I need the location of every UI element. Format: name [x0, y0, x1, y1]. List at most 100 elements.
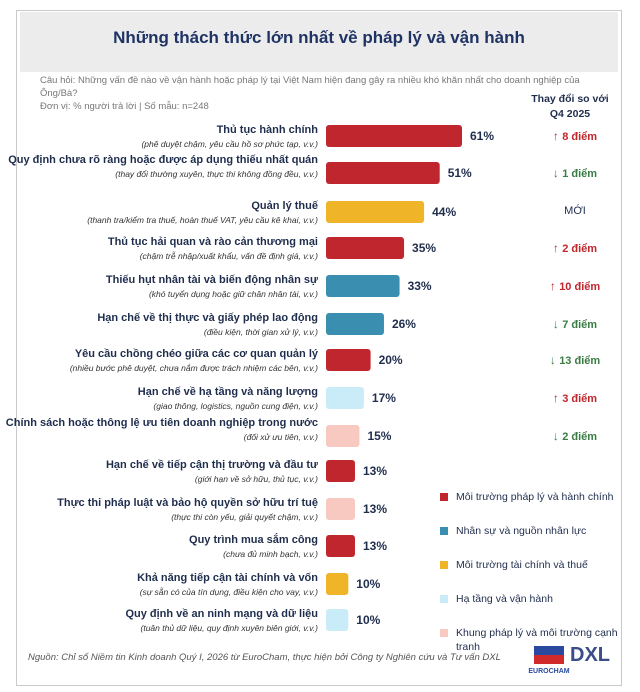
change-indicator: ↑ 2 điểm	[525, 241, 625, 255]
bar	[326, 349, 371, 371]
bar	[326, 609, 349, 631]
bar-value-label: 26%	[392, 317, 416, 331]
legend-swatch	[440, 527, 448, 535]
dxl-logo: DXL	[570, 644, 610, 666]
bar	[326, 387, 364, 409]
legend-item: Nhân sự và nguồn nhân lực	[440, 524, 620, 538]
arrow-down-icon: ↓	[549, 353, 560, 367]
category-subtitle: (thực thi còn yếu, giải quyết chậm, v.v.…	[171, 512, 318, 522]
bar	[326, 535, 355, 557]
category-title: Quản lý thuế	[251, 200, 318, 212]
category-subtitle: (tuân thủ dữ liệu, quy định xuyên biên g…	[140, 623, 318, 633]
category-subtitle: (khó tuyển dụng hoặc giữ chân nhân tài, …	[148, 289, 318, 299]
bar	[326, 162, 440, 184]
category-title: Hạn chế về hạ tầng và năng lượng	[137, 386, 318, 398]
category-subtitle: (chưa đủ minh bạch, v.v.)	[223, 549, 318, 559]
legend-label: Môi trường pháp lý và hành chính	[456, 491, 614, 503]
bar-value-label: 17%	[372, 391, 396, 405]
legend: Môi trường pháp lý và hành chính Nhân sự …	[440, 490, 620, 674]
eurocham-logo: EUROCHAM	[528, 646, 570, 675]
unit-text: Đơn vị: % người trả lời | Số mẫu: n=248	[40, 101, 209, 112]
bar-value-label: 51%	[448, 166, 472, 180]
legend-item: Môi trường tài chính và thuế	[440, 558, 620, 572]
bar	[326, 201, 425, 223]
category-subtitle: (phê duyệt chậm, yêu cầu hồ sơ phức tạp,…	[141, 139, 318, 149]
change-indicator: MỚI	[525, 205, 625, 217]
category-label: Thủ tục hành chính (phê duyệt chậm, yêu c…	[0, 123, 318, 151]
bar-value-label: 13%	[363, 502, 387, 516]
category-subtitle: (chậm trễ nhập/xuất khẩu, vấn đề định gi…	[139, 251, 318, 261]
bar-value-label: 61%	[470, 129, 494, 143]
bar-value-label: 15%	[367, 429, 391, 443]
category-label: Yêu cầu chồng chéo giữa các cơ quan quản…	[0, 347, 318, 375]
category-label: Chính sách hoặc thông lệ ưu tiên doanh n…	[0, 416, 318, 444]
category-label: Hạn chế về tiếp cận thị trường và đầu tư…	[0, 458, 318, 486]
change-value: 1 điểm	[562, 168, 598, 180]
legend-item: Hạ tầng và vận hành	[440, 592, 620, 606]
question-text: Câu hỏi: Những vấn đề nào về vận hành ho…	[40, 75, 580, 99]
bar	[326, 125, 462, 147]
category-title: Yêu cầu chồng chéo giữa các cơ quan quản…	[74, 348, 318, 360]
legend-label: Nhân sự và nguồn nhân lực	[456, 525, 587, 537]
arrow-down-icon: ↓	[552, 429, 563, 443]
bar	[326, 460, 355, 482]
legend-swatch	[440, 629, 448, 637]
category-label: Quản lý thuế (thanh tra/kiểm tra thuế, ho…	[0, 199, 318, 227]
change-indicator: ↑ 10 điểm	[525, 279, 625, 293]
legend-swatch	[440, 595, 448, 603]
bar	[326, 498, 355, 520]
category-title: Quy trình mua sắm công	[189, 534, 318, 546]
change-indicator: ↓ 7 điểm	[525, 317, 625, 331]
arrow-down-icon: ↓	[552, 166, 563, 180]
category-title: Hạn chế về thị thực và giấy phép lao độn…	[97, 312, 318, 324]
change-indicator: ↓ 13 điểm	[525, 353, 625, 367]
bar-value-label: 44%	[432, 205, 456, 219]
change-indicator: ↑ 8 điểm	[525, 129, 625, 143]
change-value: 13 điểm	[559, 355, 601, 367]
change-header: Thay đổi so với Q4 2025	[531, 93, 609, 120]
change-indicator: ↓ 2 điểm	[525, 429, 625, 443]
arrow-up-icon: ↑	[549, 279, 560, 293]
arrow-up-icon: ↑	[552, 129, 563, 143]
category-label: Thực thi pháp luật và bảo hộ quyền sở hữ…	[0, 496, 318, 524]
arrow-up-icon: ↑	[552, 391, 563, 405]
category-subtitle: (thay đổi thường xuyên, thực thi không đ…	[115, 169, 318, 179]
category-label: Hạn chế về hạ tầng và năng lượng (giao th…	[0, 385, 318, 413]
category-title: Thủ tục hành chính	[216, 124, 318, 136]
legend-swatch	[440, 561, 448, 569]
bar-value-label: 10%	[356, 613, 380, 627]
bar-value-label: 10%	[356, 577, 380, 591]
bar-value-label: 20%	[379, 353, 403, 367]
arrow-up-icon: ↑	[552, 241, 563, 255]
category-label: Khả năng tiếp cận tài chính và vốn (sự sẵ…	[0, 571, 318, 599]
change-value: MỚI	[564, 205, 586, 217]
category-subtitle: (điều kiện, thời gian xử lý, v.v.)	[203, 327, 318, 337]
arrow-down-icon: ↓	[552, 317, 563, 331]
category-title: Thực thi pháp luật và bảo hộ quyền sở hữ…	[57, 497, 318, 509]
bar-value-label: 13%	[363, 464, 387, 478]
bar-value-label: 13%	[363, 539, 387, 553]
category-subtitle: (thanh tra/kiểm tra thuế, hoàn thuế VAT,…	[87, 215, 318, 225]
category-label: Quy định về an ninh mạng và dữ liệu (tuân…	[0, 607, 318, 635]
bar-value-label: 35%	[412, 241, 436, 255]
legend-label: Hạ tầng và vận hành	[456, 593, 553, 605]
chart-title: Những thách thức lớn nhất về pháp lý và …	[113, 28, 525, 47]
change-indicator: ↑ 3 điểm	[525, 391, 625, 405]
legend-label: Khung pháp lý và môi trường cạnh tranh	[456, 627, 618, 653]
eurocham-logo-text: EUROCHAM	[528, 668, 569, 675]
title-bar	[20, 12, 618, 72]
category-subtitle: (đối xử ưu tiên, v.v.)	[243, 432, 318, 442]
category-title: Hạn chế về tiếp cận thị trường và đầu tư	[105, 459, 318, 471]
category-label: Thủ tục hải quan và rào cản thương mại (c…	[0, 235, 318, 263]
category-title: Quy định chưa rõ ràng hoặc được áp dụng …	[8, 154, 318, 166]
category-title: Quy định về an ninh mạng và dữ liệu	[125, 608, 318, 620]
category-title: Thủ tục hải quan và rào cản thương mại	[107, 236, 318, 248]
bar	[326, 425, 360, 447]
category-label: Thiếu hụt nhân tài và biến động nhân sự (…	[0, 273, 318, 301]
bar	[326, 313, 384, 335]
category-label: Quy trình mua sắm công (chưa đủ minh bạch…	[0, 533, 318, 561]
bar-value-label: 33%	[408, 279, 432, 293]
category-subtitle: (nhiều bước phê duyệt, chưa nắm được trá…	[69, 363, 318, 373]
category-title: Khả năng tiếp cận tài chính và vốn	[137, 572, 318, 584]
category-subtitle: (giao thông, logistics, nguồn cung điện,…	[153, 401, 318, 411]
